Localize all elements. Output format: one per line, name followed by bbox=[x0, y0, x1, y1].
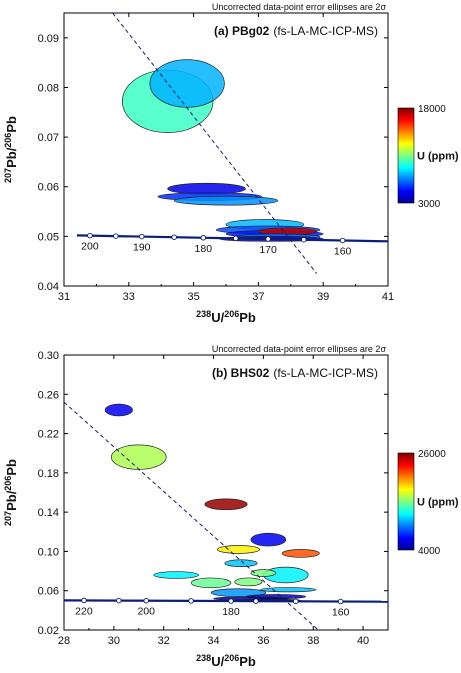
colorbar: 26000 4000 U (ppm) bbox=[397, 449, 459, 557]
y-tick-label: 0.09 bbox=[38, 33, 59, 45]
data-ellipse bbox=[190, 577, 232, 589]
concordia-age-label: 220 bbox=[75, 605, 93, 617]
concordia-age-label: 170 bbox=[259, 244, 277, 256]
data-ellipse bbox=[173, 195, 279, 206]
concordia-age-marker bbox=[228, 598, 234, 604]
concordia-age-label: 180 bbox=[195, 243, 213, 255]
colorbar-min-label: 3000 bbox=[418, 199, 441, 210]
panel-a: Uncorrected data-point error ellipses ar… bbox=[3, 2, 459, 325]
y-tick-label: 0.22 bbox=[38, 429, 59, 441]
concordia-age-marker bbox=[113, 233, 119, 239]
x-tick-label: 33 bbox=[123, 291, 135, 303]
y-axis-title: 207Pb/206Pb bbox=[3, 459, 19, 526]
panel-label: (a) PBg02 bbox=[214, 24, 270, 38]
x-axis-title: 238U/206Pb bbox=[196, 309, 256, 325]
panel-label: (b) BHS02 bbox=[212, 366, 270, 380]
data-ellipse bbox=[111, 444, 167, 470]
concordia-age-marker bbox=[232, 235, 239, 242]
concordia-age-marker bbox=[200, 235, 207, 241]
plot-area: 200 190 180 170 160 bbox=[76, 13, 388, 274]
concordia-age-marker bbox=[337, 598, 344, 605]
panel-b: Uncorrected data-point error ellipses ar… bbox=[3, 344, 459, 669]
discordia-line bbox=[112, 13, 318, 274]
concordia-age-label: 180 bbox=[222, 606, 240, 618]
plot-area: 220 200 180 160 bbox=[64, 401, 388, 630]
concordia-age-label: 160 bbox=[332, 607, 350, 619]
x-axis-title: 238U/206Pb bbox=[196, 653, 256, 669]
concordia-age-marker bbox=[253, 598, 259, 604]
concordia-age-label: 190 bbox=[133, 242, 151, 254]
error-ellipse-note: Uncorrected data-point error ellipses ar… bbox=[212, 344, 387, 354]
panel-title: (b) BHS02 (fs-LA-MC-ICP-MS) bbox=[212, 366, 378, 380]
concordia-age-marker bbox=[116, 597, 122, 604]
y-tick-label: 0.02 bbox=[38, 625, 59, 637]
data-ellipse bbox=[234, 577, 263, 587]
data-ellipse bbox=[216, 545, 260, 554]
error-ellipse-note: Uncorrected data-point error ellipses ar… bbox=[212, 2, 387, 12]
x-tick-label: 37 bbox=[252, 291, 264, 303]
colorbar-gradient bbox=[397, 107, 415, 204]
x-tick-label: 38 bbox=[307, 635, 319, 647]
panel-method: (fs-LA-MC-ICP-MS) bbox=[273, 366, 378, 380]
data-ellipse bbox=[250, 532, 287, 547]
data-ellipse bbox=[149, 59, 225, 108]
y-tick-label: 0.04 bbox=[38, 281, 59, 293]
concordia-age-marker bbox=[139, 233, 145, 240]
y-tick-label: 0.06 bbox=[38, 182, 59, 194]
y-tick-label: 0.18 bbox=[38, 468, 59, 480]
x-tick-label: 28 bbox=[58, 635, 70, 647]
concordia-age-label: 160 bbox=[334, 245, 352, 257]
data-ellipse bbox=[281, 549, 320, 558]
panel-title: (a) PBg02 (fs-LA-MC-ICP-MS) bbox=[214, 24, 378, 38]
colorbar-min-label: 4000 bbox=[418, 546, 441, 557]
colorbar: 18000 3000 U (ppm) bbox=[397, 104, 459, 210]
x-tick-label: 40 bbox=[357, 635, 369, 647]
y-axis-title: 207Pb/206Pb bbox=[3, 116, 19, 183]
data-ellipse bbox=[104, 403, 133, 417]
concordia-age-marker bbox=[188, 598, 194, 604]
y-tick-label: 0.30 bbox=[38, 350, 59, 362]
x-tick-label: 34 bbox=[207, 635, 219, 647]
concordia-age-marker bbox=[301, 236, 307, 243]
colorbar-max-label: 26000 bbox=[418, 449, 446, 460]
x-tick-label: 32 bbox=[158, 635, 170, 647]
concordia-age-marker bbox=[81, 597, 87, 604]
concordia-age-marker bbox=[143, 597, 149, 604]
panel-method: (fs-LA-MC-ICP-MS) bbox=[273, 24, 378, 38]
concordia-age-marker bbox=[265, 236, 271, 242]
data-ellipse bbox=[260, 587, 317, 593]
x-tick-label: 30 bbox=[108, 635, 120, 647]
data-ellipse bbox=[224, 559, 258, 568]
data-ellipse bbox=[204, 498, 248, 511]
x-tick-label: 41 bbox=[382, 291, 394, 303]
y-tick-label: 0.26 bbox=[38, 389, 59, 401]
y-tick-label: 0.07 bbox=[38, 132, 59, 144]
data-ellipse bbox=[153, 571, 199, 579]
x-tick-label: 31 bbox=[58, 291, 70, 303]
colorbar-title: U (ppm) bbox=[417, 497, 459, 509]
concordia-age-marker bbox=[87, 232, 93, 239]
discordia-line bbox=[64, 401, 319, 630]
colorbar-gradient bbox=[397, 452, 415, 551]
concordia-age-marker bbox=[293, 598, 299, 605]
concordia-age-label: 200 bbox=[137, 606, 155, 618]
concordia-age-label: 200 bbox=[81, 241, 99, 253]
concordia-curve bbox=[76, 234, 388, 243]
plot-frame bbox=[63, 354, 389, 631]
colorbar-max-label: 18000 bbox=[418, 104, 446, 115]
y-tick-label: 0.05 bbox=[38, 231, 59, 243]
x-tick-label: 39 bbox=[317, 291, 329, 303]
y-tick-label: 0.14 bbox=[38, 507, 59, 519]
y-tick-label: 0.10 bbox=[38, 546, 59, 558]
y-tick-label: 0.08 bbox=[38, 82, 59, 94]
colorbar-title: U (ppm) bbox=[417, 151, 459, 163]
concordia-age-marker bbox=[171, 234, 177, 240]
y-tick-label: 0.06 bbox=[38, 586, 59, 598]
concordia-age-marker bbox=[339, 237, 346, 244]
x-tick-label: 35 bbox=[187, 291, 199, 303]
x-tick-label: 36 bbox=[257, 635, 269, 647]
